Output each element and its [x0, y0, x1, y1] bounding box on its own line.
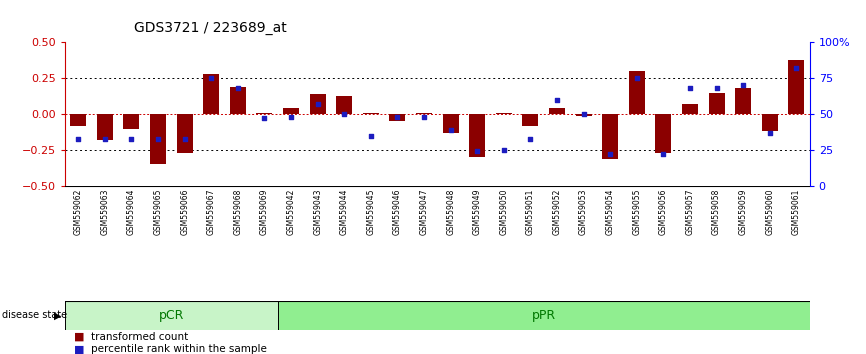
Bar	[602, 114, 618, 159]
Text: transformed count: transformed count	[91, 332, 188, 342]
Bar	[576, 114, 591, 116]
Text: GSM559048: GSM559048	[446, 189, 456, 235]
Bar	[496, 113, 512, 114]
Text: GSM559054: GSM559054	[605, 189, 615, 235]
Text: GSM559042: GSM559042	[287, 189, 295, 235]
Text: GSM559056: GSM559056	[659, 189, 668, 235]
Point	[604, 152, 617, 157]
Point	[790, 65, 804, 71]
Point	[443, 127, 457, 133]
Bar	[256, 113, 273, 114]
FancyBboxPatch shape	[278, 301, 810, 330]
Text: GSM559062: GSM559062	[74, 189, 83, 235]
Text: GSM559051: GSM559051	[526, 189, 535, 235]
Point	[550, 97, 564, 103]
Text: GSM559044: GSM559044	[339, 189, 349, 235]
Bar	[469, 114, 485, 157]
Bar	[70, 114, 87, 126]
Text: GSM559066: GSM559066	[180, 189, 189, 235]
Point	[231, 86, 245, 91]
Bar	[682, 104, 698, 114]
Point	[683, 86, 697, 91]
Text: GSM559058: GSM559058	[712, 189, 721, 235]
Point	[257, 116, 271, 121]
Text: GSM559043: GSM559043	[313, 189, 322, 235]
Point	[125, 136, 139, 141]
Point	[497, 147, 511, 153]
Text: GSM559068: GSM559068	[233, 189, 242, 235]
Bar	[735, 88, 751, 114]
Bar	[124, 114, 139, 129]
Text: ▶: ▶	[54, 310, 61, 320]
Bar	[363, 113, 378, 114]
Point	[656, 152, 670, 157]
Point	[204, 75, 218, 81]
Bar	[656, 114, 671, 153]
Text: GSM559064: GSM559064	[127, 189, 136, 235]
Text: disease state: disease state	[2, 310, 67, 320]
Point	[151, 136, 165, 141]
Bar	[150, 114, 166, 164]
Text: GSM559057: GSM559057	[686, 189, 695, 235]
Bar	[336, 96, 352, 114]
Point	[284, 114, 298, 120]
Bar	[97, 114, 113, 140]
Text: ■: ■	[74, 332, 84, 342]
Text: GSM559055: GSM559055	[632, 189, 642, 235]
Point	[523, 136, 537, 141]
Bar	[629, 71, 645, 114]
Text: GSM559067: GSM559067	[207, 189, 216, 235]
Bar	[204, 74, 219, 114]
Bar	[390, 114, 405, 121]
Point	[71, 136, 85, 141]
Text: pPR: pPR	[532, 309, 556, 322]
Text: pCR: pCR	[158, 309, 184, 322]
Text: GSM559069: GSM559069	[260, 189, 269, 235]
FancyBboxPatch shape	[65, 301, 278, 330]
Point	[337, 111, 351, 117]
Text: GSM559045: GSM559045	[366, 189, 375, 235]
Text: GSM559059: GSM559059	[739, 189, 747, 235]
Bar	[522, 114, 539, 126]
Bar	[283, 108, 299, 114]
Bar	[549, 108, 565, 114]
Bar	[416, 113, 432, 114]
Text: GSM559063: GSM559063	[100, 189, 109, 235]
Point	[178, 136, 191, 141]
Point	[417, 114, 431, 120]
Text: GSM559052: GSM559052	[553, 189, 561, 235]
Text: GSM559065: GSM559065	[153, 189, 163, 235]
Bar	[310, 94, 326, 114]
Point	[763, 130, 777, 136]
Text: percentile rank within the sample: percentile rank within the sample	[91, 344, 267, 354]
Bar	[708, 93, 725, 114]
Text: GSM559053: GSM559053	[579, 189, 588, 235]
Text: GSM559060: GSM559060	[766, 189, 774, 235]
Text: ■: ■	[74, 344, 84, 354]
Bar	[443, 114, 459, 133]
Text: GSM559047: GSM559047	[419, 189, 429, 235]
Point	[470, 149, 484, 154]
Bar	[788, 60, 805, 114]
Point	[98, 136, 112, 141]
Point	[577, 111, 591, 117]
Text: GSM559061: GSM559061	[792, 189, 801, 235]
Bar	[762, 114, 778, 131]
Text: GSM559050: GSM559050	[500, 189, 508, 235]
Point	[709, 86, 723, 91]
Point	[630, 75, 643, 81]
Text: GSM559046: GSM559046	[393, 189, 402, 235]
Point	[736, 83, 750, 88]
Text: GSM559049: GSM559049	[473, 189, 481, 235]
Bar	[229, 87, 246, 114]
Point	[364, 133, 378, 138]
Bar	[177, 114, 192, 153]
Text: GDS3721 / 223689_at: GDS3721 / 223689_at	[134, 21, 287, 35]
Point	[391, 114, 404, 120]
Point	[311, 101, 325, 107]
